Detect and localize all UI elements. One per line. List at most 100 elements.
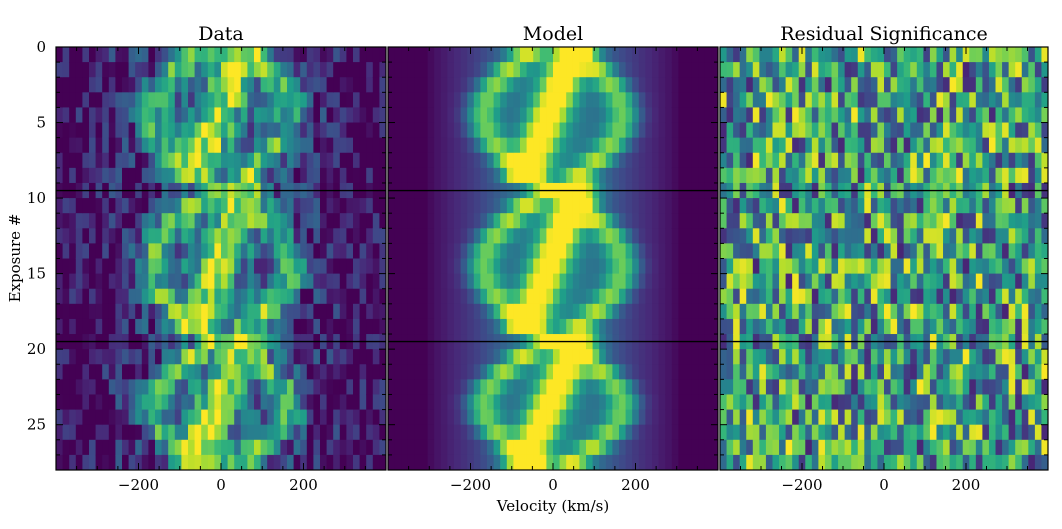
heatmap-cell	[280, 364, 288, 380]
heatmap-cell	[546, 364, 554, 380]
heatmap-cell	[678, 454, 686, 470]
heatmap-cell	[619, 107, 627, 124]
heatmap-cell	[108, 303, 116, 320]
heatmap-cell	[691, 424, 699, 441]
heatmap-cell	[293, 228, 301, 244]
heatmap-cell	[752, 379, 760, 396]
heatmap-cell	[467, 213, 475, 229]
heatmap-cell	[539, 47, 547, 63]
heatmap-cell	[434, 243, 442, 260]
heatmap-cell	[194, 454, 202, 470]
heatmap-cell	[214, 288, 222, 305]
heatmap-cell	[605, 349, 613, 365]
heatmap-cell	[414, 409, 422, 426]
heatmap-cell	[579, 394, 587, 411]
heatmap-cell	[526, 92, 534, 109]
heatmap-cell	[188, 273, 196, 290]
heatmap-cell	[161, 273, 169, 290]
heatmap-cell	[89, 77, 97, 93]
heatmap-cell	[1015, 77, 1023, 93]
heatmap-cell	[56, 167, 64, 184]
heatmap-cell	[240, 349, 248, 365]
heatmap-cell	[652, 258, 660, 275]
heatmap-cell	[82, 152, 90, 169]
heatmap-cell	[533, 152, 541, 169]
heatmap-cell	[221, 47, 229, 63]
heatmap-cell	[592, 409, 600, 426]
heatmap-cell	[366, 318, 374, 335]
heatmap-cell	[267, 349, 275, 365]
heatmap-cell	[513, 379, 521, 396]
heatmap-cell	[366, 349, 374, 365]
heatmap-cell	[658, 198, 666, 214]
heatmap-cell	[1034, 303, 1043, 320]
x-tick-label: 200	[621, 476, 650, 494]
heatmap-cell	[975, 288, 983, 305]
heatmap-cell	[247, 379, 255, 396]
heatmap-cell	[566, 409, 574, 426]
heatmap-cell	[632, 349, 640, 365]
heatmap-cell	[752, 213, 760, 229]
heatmap-cell	[733, 394, 741, 411]
heatmap-cell	[313, 288, 321, 305]
heatmap-cell	[765, 92, 774, 109]
heatmap-cell	[678, 394, 686, 411]
heatmap-cell	[857, 454, 865, 470]
heatmap-cell	[962, 273, 970, 290]
heatmap-cell	[155, 258, 163, 275]
heatmap-cell	[579, 107, 587, 124]
heatmap-cell	[671, 349, 679, 365]
heatmap-cell	[407, 349, 415, 365]
heatmap-cell	[493, 273, 501, 290]
heatmap-cell	[414, 303, 422, 320]
heatmap-cell	[546, 379, 554, 396]
heatmap-cell	[326, 439, 334, 456]
heatmap-cell	[720, 439, 728, 456]
heatmap-cell	[566, 258, 574, 275]
heatmap-cell	[1002, 379, 1010, 396]
heatmap-cell	[1021, 62, 1029, 78]
heatmap-cell	[566, 288, 574, 305]
heatmap-cell	[148, 439, 156, 456]
heatmap-cell	[923, 379, 931, 396]
heatmap-cell	[280, 107, 288, 124]
heatmap-cell	[566, 349, 574, 365]
heatmap-cell	[798, 364, 806, 380]
heatmap-cell	[254, 228, 262, 244]
heatmap-cell	[798, 62, 806, 78]
heatmap-cell	[493, 167, 501, 184]
heatmap-cell	[652, 47, 660, 63]
heatmap-cell	[969, 167, 977, 184]
heatmap-cell	[287, 258, 295, 275]
heatmap-cell	[188, 152, 196, 169]
heatmap-cell	[652, 198, 660, 214]
heatmap-cell	[56, 198, 64, 214]
heatmap-cell	[704, 409, 712, 426]
heatmap-cell	[897, 364, 905, 380]
heatmap-cell	[1041, 379, 1048, 396]
heatmap-cell	[75, 409, 83, 426]
heatmap-cell	[75, 62, 83, 78]
heatmap-cell	[1041, 349, 1048, 365]
heatmap-cell	[533, 107, 541, 124]
heatmap-cell	[943, 394, 951, 411]
heatmap-cell	[240, 122, 248, 139]
heatmap-cell	[685, 439, 693, 456]
heatmap-cell	[586, 364, 594, 380]
heatmap-cell	[214, 349, 222, 365]
heatmap-cell	[1034, 409, 1043, 426]
heatmap-cell	[579, 318, 587, 335]
heatmap-cell	[366, 409, 374, 426]
heatmap-cell	[108, 273, 116, 290]
heatmap-cell	[372, 409, 380, 426]
heatmap-cell	[141, 167, 149, 184]
heatmap-cell	[691, 107, 699, 124]
heatmap-cell	[372, 213, 380, 229]
heatmap-cell	[313, 273, 321, 290]
heatmap-cell	[553, 273, 561, 290]
heatmap-cell	[333, 454, 341, 470]
heatmap-cell	[811, 303, 819, 320]
heatmap-cell	[759, 303, 767, 320]
heatmap-cell	[201, 137, 209, 154]
heatmap-cell	[975, 379, 983, 396]
